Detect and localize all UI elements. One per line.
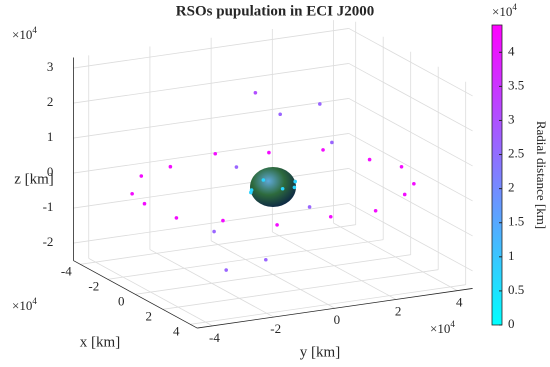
rso-point <box>174 216 179 220</box>
grid-line <box>333 222 458 292</box>
colorbar-tick-label: 4 <box>508 43 515 58</box>
y-axis-label: y [km] <box>300 344 340 360</box>
x-multiplier-exp: 4 <box>32 296 37 306</box>
x-tick-label: 2 <box>146 308 153 323</box>
x-multiplier-base: ×10 <box>12 298 32 313</box>
grid-line <box>348 168 473 237</box>
y-tick-label: -2 <box>270 321 281 336</box>
grid-line <box>73 168 349 209</box>
rso-point <box>249 190 253 195</box>
colorbar-tick-label: 2.5 <box>508 146 524 161</box>
rso-point <box>234 165 239 169</box>
grid-line <box>73 133 349 174</box>
rso-point <box>142 201 147 206</box>
rso-point <box>267 150 271 155</box>
z-tick-label: 2 <box>47 94 54 109</box>
colorbar-multiplier-exp: 4 <box>512 2 517 12</box>
x-tick-label: -2 <box>88 278 99 293</box>
grid-line <box>272 231 397 300</box>
rso-point <box>139 174 144 178</box>
y-multiplier-base: ×10 <box>430 321 450 336</box>
z-tick-label: 3 <box>47 59 54 74</box>
colorbar-tick-label: 3 <box>508 111 515 126</box>
rso-point <box>367 157 372 162</box>
z-multiplier-exp: 4 <box>32 25 37 35</box>
rso-point <box>412 181 416 186</box>
grid-line <box>73 63 349 104</box>
grid-line <box>348 133 473 202</box>
rso-point <box>253 90 258 95</box>
grid-line <box>348 98 473 167</box>
y-tick-label: -4 <box>209 330 220 345</box>
rso-point <box>328 214 333 219</box>
y-tick-label: 4 <box>456 295 463 310</box>
rso-point <box>261 178 266 182</box>
rso-point <box>221 218 225 223</box>
y-multiplier-exp: 4 <box>450 319 455 329</box>
chart-title: RSOs pupulation in ECI J2000 <box>176 3 374 19</box>
colorbar-tick-label: 0 <box>508 316 515 331</box>
colorbar-multiplier-base: ×10 <box>492 4 512 19</box>
rso-point <box>275 223 279 227</box>
colorbar-tick-label: 3.5 <box>508 77 524 92</box>
z-tick-label: -2 <box>43 234 54 249</box>
rso-point <box>330 140 334 145</box>
grid-line <box>73 203 349 244</box>
z-tick-label: -1 <box>43 199 54 214</box>
grid-line <box>348 63 473 132</box>
rso-point <box>130 191 134 196</box>
colorbar-multiplier: ×104 <box>492 2 517 19</box>
z-multiplier: ×104 <box>12 25 37 42</box>
grid-line <box>348 203 473 272</box>
colorbar-tick-label: 0.5 <box>508 282 524 297</box>
x-axis-label: x [km] <box>80 334 120 350</box>
rso-point <box>321 148 325 152</box>
z-tick-label: 0 <box>47 164 54 179</box>
grid-line <box>73 28 349 69</box>
rso-point <box>280 186 285 191</box>
z-multiplier-base: ×10 <box>12 27 32 42</box>
rso-point <box>224 268 228 272</box>
earth <box>250 167 296 207</box>
grid-line <box>73 98 349 139</box>
y-multiplier: ×104 <box>430 319 455 336</box>
axis-line <box>197 288 473 329</box>
colorbar <box>491 24 503 326</box>
grid-line <box>88 257 213 327</box>
rso-point <box>168 164 173 169</box>
rso-point <box>402 192 407 197</box>
colorbar-tick-label: 1 <box>508 248 515 263</box>
z-axis-label: z [km] <box>14 171 54 187</box>
colorbar-tick-label: 1.5 <box>508 214 524 229</box>
rso-point <box>212 229 216 234</box>
x-tick-label: -4 <box>61 263 72 278</box>
rso-point <box>213 151 218 156</box>
rso-point <box>278 112 282 117</box>
rso-point <box>373 208 378 213</box>
colorbar-label: Radial distance [km] <box>534 121 549 229</box>
rso-point <box>318 102 322 106</box>
grid-line <box>348 28 473 97</box>
x-tick-label: 4 <box>173 323 180 338</box>
colorbar-tick-label: 2 <box>508 180 515 195</box>
x-tick-label: 0 <box>118 293 125 308</box>
rso-point <box>264 257 268 262</box>
x-multiplier: ×104 <box>12 296 37 313</box>
rso-point <box>293 179 297 184</box>
rso-point <box>399 164 404 169</box>
rso-point <box>292 185 297 190</box>
grid-line <box>210 240 336 309</box>
rso-point <box>307 205 312 209</box>
y-tick-label: 2 <box>395 303 402 318</box>
axis-line <box>73 260 198 329</box>
y-tick-label: 0 <box>334 312 341 327</box>
z-tick-label: 1 <box>47 129 54 144</box>
grid-line <box>149 249 274 318</box>
